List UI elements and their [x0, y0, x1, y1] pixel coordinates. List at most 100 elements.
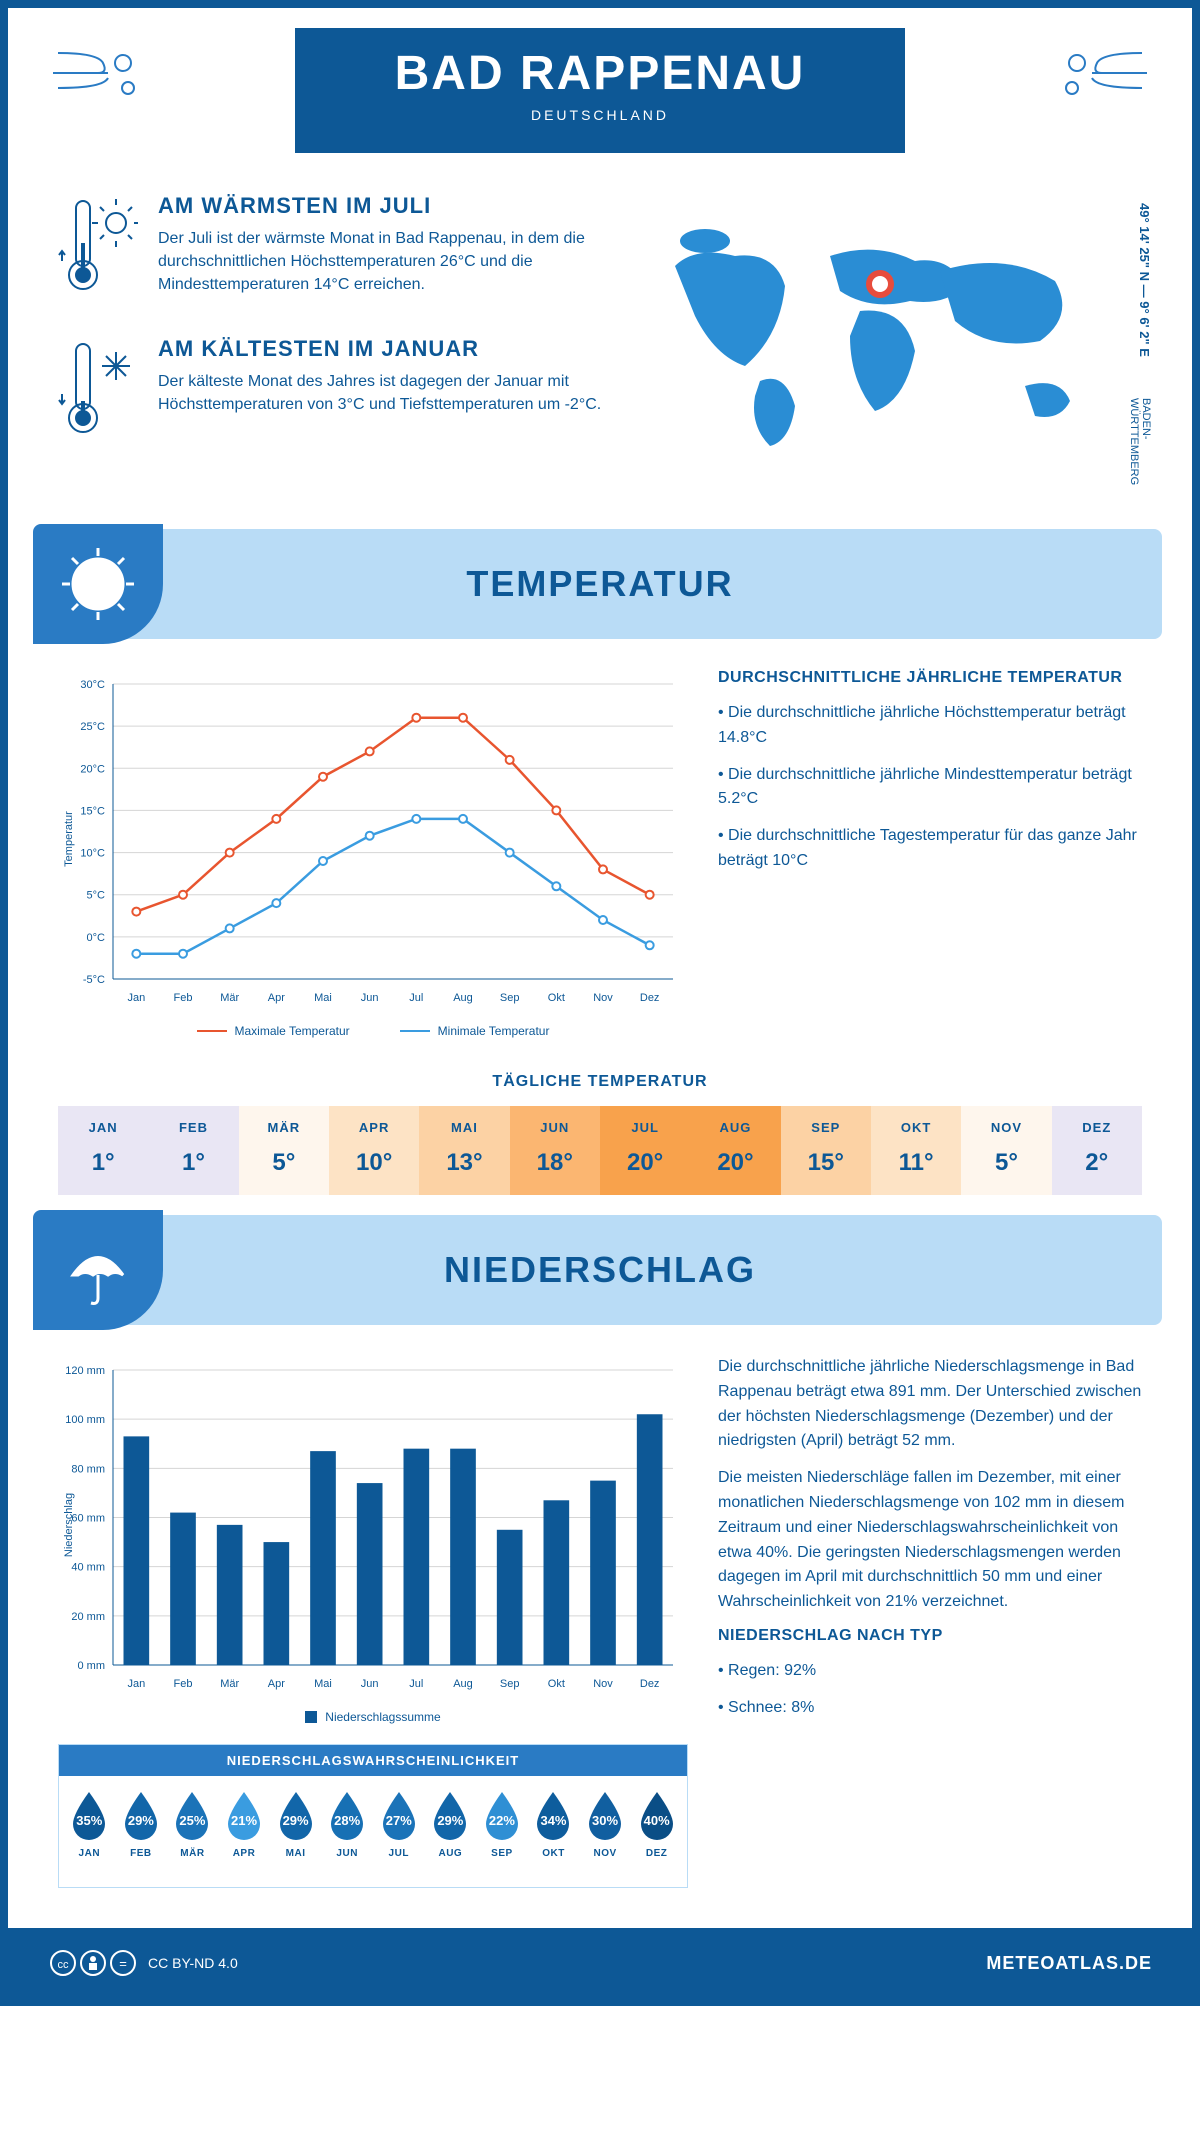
- svg-text:40 mm: 40 mm: [71, 1562, 105, 1574]
- svg-text:5°C: 5°C: [87, 890, 106, 902]
- precipitation-content: 0 mm 20 mm 40 mm 60 mm 80 mm 100 mm 120 mm Jan F…: [8, 1345, 1192, 1898]
- warmest-text: Der Juli ist der wärmste Monat in Bad Ra…: [158, 227, 605, 297]
- license-label: CC BY-ND 4.0: [148, 1955, 238, 1971]
- legend-max-label: Maximale Temperatur: [235, 1024, 350, 1038]
- temp-text-heading: DURCHSCHNITTLICHE JÄHRLICHE TEMPERATUR: [718, 669, 1142, 687]
- svg-text:Aug: Aug: [453, 992, 473, 1004]
- coldest-title: AM KÄLTESTEN IM JANUAR: [158, 336, 605, 362]
- precipitation-heading: NIEDERSCHLAG: [444, 1249, 756, 1291]
- svg-text:Mai: Mai: [314, 1678, 332, 1690]
- svg-text:10°C: 10°C: [80, 848, 105, 860]
- svg-text:60 mm: 60 mm: [71, 1513, 105, 1525]
- thermometer-sun-icon: [58, 193, 138, 308]
- daily-temp-heading: TÄGLICHE TEMPERATUR: [8, 1073, 1192, 1091]
- temperature-content: -5°C0°C5°C10°C15°C20°C25°C30°CJanFebMärA…: [8, 659, 1192, 1048]
- svg-text:Nov: Nov: [593, 992, 613, 1004]
- temp-table-cell: JUN18°: [510, 1106, 600, 1195]
- svg-text:Jun: Jun: [361, 992, 379, 1004]
- svg-text:Dez: Dez: [640, 992, 660, 1004]
- temp-bullet: • Die durchschnittliche jährliche Mindes…: [718, 763, 1142, 813]
- infographic-page: BAD RAPPENAU DEUTSCHLAND: [0, 0, 1200, 2006]
- precip-prob-drop: 25%MÄR: [168, 1788, 217, 1875]
- site-label: METEOATLAS.DE: [986, 1953, 1152, 1974]
- svg-text:20 mm: 20 mm: [71, 1611, 105, 1623]
- svg-text:Nov: Nov: [593, 1678, 613, 1690]
- svg-text:Temperatur: Temperatur: [63, 811, 75, 867]
- coordinates-label: 49° 14' 25" N — 9° 6' 2" E: [1137, 203, 1152, 357]
- location-marker-icon: [869, 273, 891, 295]
- thermometer-snow-icon: [58, 336, 138, 451]
- temp-table-cell: APR10°: [329, 1106, 419, 1195]
- svg-text:0°C: 0°C: [87, 932, 106, 944]
- svg-text:Feb: Feb: [174, 1678, 193, 1690]
- svg-text:-5°C: -5°C: [83, 974, 105, 986]
- svg-text:Jun: Jun: [361, 1678, 379, 1690]
- temp-legend: Maximale Temperatur Minimale Temperatur: [58, 1024, 688, 1038]
- title-ribbon: BAD RAPPENAU DEUTSCHLAND: [295, 28, 906, 153]
- coldest-text: Der kälteste Monat des Jahres ist dagege…: [158, 370, 605, 416]
- precip-prob-drop: 21%APR: [220, 1788, 269, 1875]
- svg-text:Jan: Jan: [127, 1678, 145, 1690]
- precip-type-heading: NIEDERSCHLAG NACH TYP: [718, 1627, 1142, 1645]
- temp-bullet: • Die durchschnittliche Tagestemperatur …: [718, 824, 1142, 874]
- legend-min-label: Minimale Temperatur: [438, 1024, 550, 1038]
- header: BAD RAPPENAU DEUTSCHLAND: [8, 8, 1192, 183]
- precip-prob-heading: NIEDERSCHLAGSWAHRSCHEINLICHKEIT: [59, 1745, 687, 1776]
- svg-text:cc: cc: [58, 1959, 70, 1971]
- temp-table-cell: FEB1°: [148, 1106, 238, 1195]
- precip-legend: Niederschlagssumme: [58, 1710, 688, 1724]
- svg-text:Apr: Apr: [268, 992, 285, 1004]
- temperature-section-header: TEMPERATUR: [38, 529, 1162, 639]
- svg-text:Feb: Feb: [174, 992, 193, 1004]
- svg-text:80 mm: 80 mm: [71, 1463, 105, 1475]
- license-block: cc = CC BY-ND 4.0: [48, 1948, 238, 1978]
- warmest-fact: AM WÄRMSTEN IM JULI Der Juli ist der wär…: [58, 193, 605, 308]
- svg-text:Sep: Sep: [500, 1678, 520, 1690]
- temp-table-cell: AUG20°: [690, 1106, 780, 1195]
- sun-badge-icon: [33, 524, 163, 644]
- svg-text:Okt: Okt: [548, 1678, 565, 1690]
- svg-text:=: =: [119, 1956, 127, 1971]
- precip-prob-drop: 34%OKT: [529, 1788, 578, 1875]
- svg-text:Dez: Dez: [640, 1678, 660, 1690]
- svg-text:Mär: Mär: [220, 1678, 239, 1690]
- wind-icon: [1042, 33, 1152, 118]
- svg-text:15°C: 15°C: [80, 805, 105, 817]
- svg-text:Okt: Okt: [548, 992, 565, 1004]
- svg-text:Mär: Mär: [220, 992, 239, 1004]
- svg-text:Jul: Jul: [409, 1678, 423, 1690]
- precip-para: Die durchschnittliche jährliche Niedersc…: [718, 1355, 1142, 1454]
- precip-prob-drop: 27%JUL: [374, 1788, 423, 1875]
- precip-prob-drop: 28%JUN: [323, 1788, 372, 1875]
- precip-prob-drop: 30%NOV: [581, 1788, 630, 1875]
- country-label: DEUTSCHLAND: [395, 107, 806, 123]
- map-column: 49° 14' 25" N — 9° 6' 2" E BADEN-WÜRTTEM…: [645, 193, 1142, 479]
- temp-table-cell: MÄR5°: [239, 1106, 329, 1195]
- precip-prob-drop: 29%FEB: [117, 1788, 166, 1875]
- precip-prob-drop: 29%AUG: [426, 1788, 475, 1875]
- precipitation-text: Die durchschnittliche jährliche Niedersc…: [718, 1355, 1142, 1888]
- precip-prob-drop: 22%SEP: [478, 1788, 527, 1875]
- svg-text:Apr: Apr: [268, 1678, 285, 1690]
- precipitation-probability-panel: NIEDERSCHLAGSWAHRSCHEINLICHKEIT 35%JAN29…: [58, 1744, 688, 1888]
- temp-table-cell: OKT11°: [871, 1106, 961, 1195]
- svg-text:Jul: Jul: [409, 992, 423, 1004]
- precipitation-section-header: NIEDERSCHLAG: [38, 1215, 1162, 1325]
- temp-table-cell: JUL20°: [600, 1106, 690, 1195]
- precip-type-item: • Schnee: 8%: [718, 1696, 1142, 1721]
- footer: cc = CC BY-ND 4.0 METEOATLAS.DE: [8, 1928, 1192, 1998]
- world-map-icon: [645, 206, 1105, 466]
- temp-table-cell: DEZ2°: [1052, 1106, 1142, 1195]
- svg-text:0 mm: 0 mm: [78, 1660, 106, 1672]
- svg-text:Aug: Aug: [453, 1678, 473, 1690]
- svg-text:100 mm: 100 mm: [65, 1414, 105, 1426]
- city-title: BAD RAPPENAU: [395, 46, 806, 101]
- svg-text:25°C: 25°C: [80, 721, 105, 733]
- temperature-chart: -5°C0°C5°C10°C15°C20°C25°C30°CJanFebMärA…: [58, 669, 688, 1038]
- temperature-text: DURCHSCHNITTLICHE JÄHRLICHE TEMPERATUR •…: [718, 669, 1142, 1038]
- svg-text:20°C: 20°C: [80, 763, 105, 775]
- temp-table-cell: JAN1°: [58, 1106, 148, 1195]
- precip-prob-drop: 29%MAI: [271, 1788, 320, 1875]
- wind-icon: [48, 33, 158, 118]
- svg-text:120 mm: 120 mm: [65, 1365, 105, 1377]
